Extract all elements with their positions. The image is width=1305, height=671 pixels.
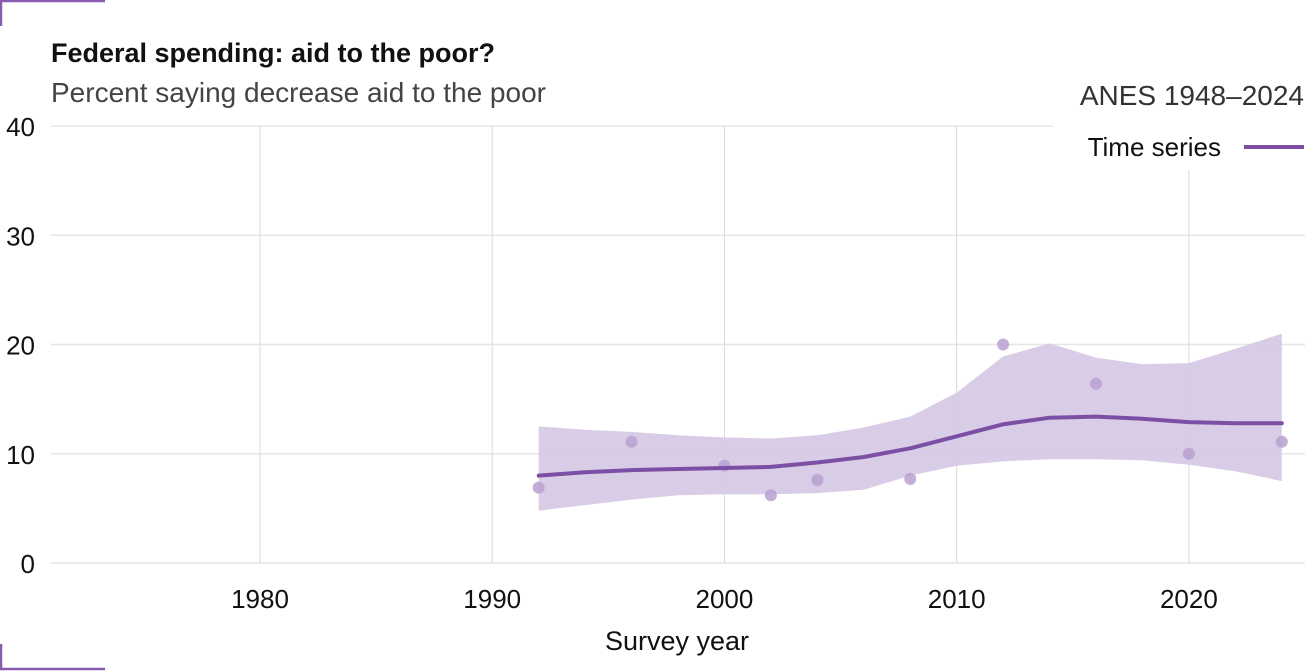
x-tick-label: 2020 [1160, 584, 1218, 614]
axis-ticks: 0 10 20 30 40 1980 1990 2000 2010 2020 [6, 112, 1218, 614]
trend-line [536, 414, 1284, 478]
data-point [811, 473, 824, 486]
trend-line-group [536, 414, 1284, 478]
x-tick-label: 1990 [463, 584, 521, 614]
source-label: ANES 1948–2024 [1080, 80, 1304, 111]
x-axis-title: Survey year [605, 626, 749, 656]
y-tick-label: 30 [6, 221, 35, 251]
chart-subtitle: Percent saying decrease aid to the poor [51, 77, 546, 108]
data-points [532, 338, 1288, 502]
x-tick-label: 2010 [928, 584, 986, 614]
chart-title: Federal spending: aid to the poor? [51, 38, 495, 68]
x-tick-label: 1980 [231, 584, 289, 614]
x-tick-label: 2000 [696, 584, 754, 614]
y-tick-label: 20 [6, 331, 35, 361]
data-point [1275, 435, 1288, 448]
corner-mark-bottom [0, 644, 105, 671]
data-point [532, 481, 545, 494]
gridlines [51, 125, 1305, 564]
data-point [1182, 447, 1195, 460]
y-tick-label: 40 [6, 112, 35, 142]
data-point [997, 338, 1010, 351]
data-point [1090, 377, 1102, 390]
data-point [764, 489, 777, 502]
y-tick-label: 10 [6, 440, 35, 470]
data-point [625, 435, 638, 448]
corner-mark-top [0, 0, 105, 26]
legend-label: Time series [1088, 132, 1221, 162]
y-tick-label: 0 [21, 549, 35, 579]
data-point [904, 472, 917, 485]
